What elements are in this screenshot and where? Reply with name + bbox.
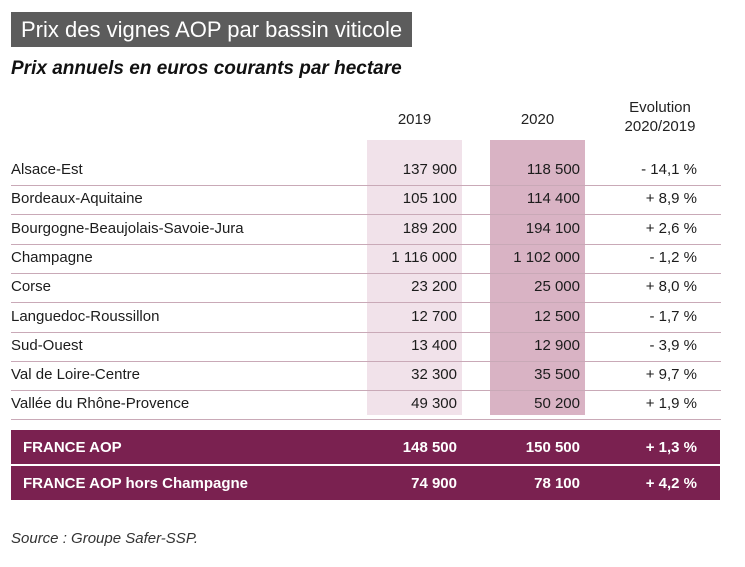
- table-row: Champagne 1 116 000 1 102 000 - 1,2 %: [11, 244, 721, 274]
- table-row: Alsace-Est 137 900 118 500 - 14,1 %: [11, 156, 721, 186]
- cell-2020: 194 100: [525, 219, 580, 237]
- row-label: Val de Loire-Centre: [11, 366, 140, 384]
- table-row: Sud-Ouest 13 400 12 900 - 3,9 %: [11, 332, 721, 362]
- chart-title: Prix des vignes AOP par bassin viticole: [11, 12, 413, 47]
- total-evolution: + 1,3 %: [645, 439, 697, 456]
- cell-evolution: + 8,0 %: [645, 278, 697, 296]
- cell-2019: 32 300: [411, 366, 457, 384]
- total-2020: 150 500: [525, 439, 580, 456]
- header-evolution-line1: Evolution: [629, 99, 691, 116]
- cell-evolution: + 9,7 %: [645, 366, 697, 384]
- table-row: Corse 23 200 25 000 + 8,0 %: [11, 273, 721, 304]
- row-label: Bordeaux-Aquitaine: [11, 190, 143, 208]
- row-label: Corse: [11, 278, 52, 296]
- header-2020: 2020: [520, 111, 555, 128]
- cell-2019: 23 200: [411, 278, 457, 296]
- cell-2020: 50 200: [534, 395, 580, 413]
- row-label: Sud-Ouest: [11, 336, 83, 354]
- cell-2020: 25 000: [534, 278, 580, 296]
- total-2019: 74 900: [411, 475, 457, 492]
- cell-evolution: - 3,9 %: [649, 336, 697, 354]
- cell-evolution: + 1,9 %: [645, 395, 697, 413]
- header-evolution-line2: 2020/2019: [624, 118, 696, 135]
- total-evolution: + 4,2 %: [645, 475, 697, 492]
- cell-2019: 137 900: [402, 161, 457, 178]
- cell-2020: 12 900: [534, 336, 580, 354]
- total-2020: 78 100: [534, 475, 580, 492]
- table-row: Bordeaux-Aquitaine 105 100 114 400 + 8,9 %: [11, 185, 721, 216]
- row-label: Bourgogne-Beaujolais-Savoie-Jura: [11, 219, 244, 237]
- cell-evolution: - 1,7 %: [649, 307, 697, 325]
- header-evolution: Evolution 2020/2019: [600, 98, 720, 136]
- cell-2019: 49 300: [411, 395, 457, 413]
- cell-2019: 105 100: [402, 190, 457, 208]
- cell-evolution: + 2,6 %: [645, 219, 697, 237]
- cell-evolution: - 1,2 %: [649, 248, 697, 266]
- row-label: Languedoc-Roussillon: [11, 307, 160, 325]
- cell-2020: 1 102 000: [513, 248, 580, 266]
- table-row: Vallée du Rhône-Provence 49 300 50 200 + 1,…: [11, 390, 721, 421]
- chart-subtitle: Prix annuels en euros courants par hecta…: [11, 58, 402, 79]
- total-label: FRANCE AOP hors Champagne: [23, 475, 249, 492]
- cell-evolution: + 8,9 %: [645, 190, 697, 208]
- total-label: FRANCE AOP: [23, 439, 122, 456]
- total-row: FRANCE AOP hors Champagne 74 900 78 100 + 4…: [11, 466, 720, 500]
- table-row: Val de Loire-Centre 32 300 35 500 + 9,7 %: [11, 361, 721, 392]
- cell-2019: 13 400: [411, 336, 457, 354]
- total-2019: 148 500: [402, 439, 457, 456]
- cell-2019: 12 700: [411, 307, 457, 325]
- row-label: Champagne: [11, 248, 93, 266]
- cell-2019: 1 116 000: [391, 248, 457, 266]
- cell-evolution: - 14,1 %: [641, 161, 697, 178]
- cell-2020: 114 400: [526, 190, 580, 208]
- header-2019: 2019: [397, 111, 432, 128]
- total-row: FRANCE AOP 148 500 150 500 + 1,3 %: [11, 430, 720, 464]
- table-row: Bourgogne-Beaujolais-Savoie-Jura 189 200 1…: [11, 215, 721, 245]
- cell-2019: 189 200: [402, 219, 457, 237]
- cell-2020: 12 500: [534, 307, 580, 325]
- row-label: Vallée du Rhône-Provence: [11, 395, 190, 413]
- table-row: Languedoc-Roussillon 12 700 12 500 - 1,7 %: [11, 303, 721, 333]
- source-note: Source : Groupe Safer-SSP.: [11, 530, 199, 547]
- cell-2020: 118 500: [526, 161, 580, 178]
- cell-2020: 35 500: [534, 366, 580, 384]
- row-label: Alsace-Est: [11, 161, 83, 178]
